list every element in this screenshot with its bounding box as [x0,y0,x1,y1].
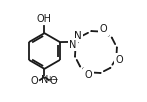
Text: O: O [85,70,92,80]
Text: O: O [100,24,107,34]
Text: O: O [31,76,38,86]
Text: OH: OH [37,14,52,24]
Text: N: N [69,39,77,49]
Text: O: O [115,55,123,65]
Text: N: N [74,31,81,41]
Text: O: O [50,76,57,86]
Text: +: + [46,75,53,84]
Text: N: N [41,75,48,85]
Text: −: − [52,75,58,84]
